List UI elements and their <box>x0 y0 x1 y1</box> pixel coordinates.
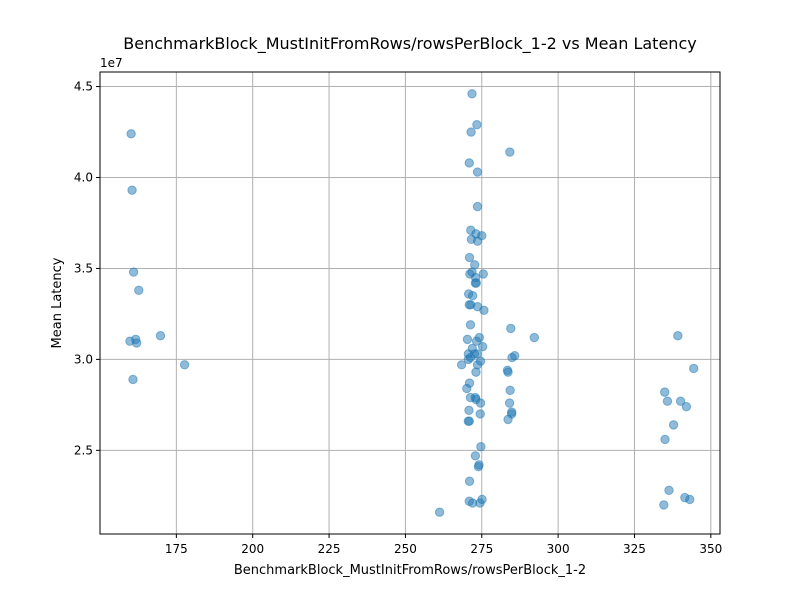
data-point <box>464 416 474 426</box>
data-point <box>660 434 670 445</box>
data-point <box>681 401 692 412</box>
data-point <box>529 332 540 343</box>
data-point <box>664 485 674 496</box>
y-axis-offset-label: 1e7 <box>100 56 123 70</box>
data-point <box>134 285 144 295</box>
data-point <box>507 352 517 363</box>
data-point <box>504 398 515 408</box>
data-point <box>505 147 515 157</box>
data-point <box>675 396 686 406</box>
data-point <box>685 494 695 505</box>
data-point <box>126 129 136 139</box>
x-axis-ticks: 175 200 225 250 275 300 325 350 <box>165 534 722 556</box>
data-point <box>434 507 445 517</box>
x-tick-label: 325 <box>623 542 646 556</box>
data-point <box>478 269 489 279</box>
data-point <box>179 360 190 370</box>
data-point <box>475 398 486 408</box>
x-tick-label: 275 <box>470 542 493 556</box>
data-point <box>462 383 472 394</box>
data-point <box>467 89 477 99</box>
y-axis-ticks: 2.5 3.0 3.5 4.0 4.5 <box>74 80 100 457</box>
data-point <box>476 441 486 452</box>
data-point <box>472 201 483 212</box>
data-point <box>473 462 484 472</box>
x-tick-label: 175 <box>165 542 188 556</box>
data-point <box>155 331 166 341</box>
y-tick-label: 4.5 <box>74 80 93 94</box>
data-point <box>464 476 475 486</box>
data-point <box>464 158 474 168</box>
x-tick-label: 200 <box>241 542 264 556</box>
data-point <box>506 323 516 334</box>
x-tick-label: 225 <box>318 542 341 556</box>
data-point <box>128 267 139 277</box>
data-point <box>660 387 670 397</box>
data-point <box>673 331 683 341</box>
y-tick-label: 3.0 <box>74 352 93 366</box>
data-point <box>464 252 475 263</box>
data-point <box>471 367 481 377</box>
y-axis-label: Mean Latency <box>50 257 65 348</box>
data-point <box>659 500 669 510</box>
data-point <box>465 320 476 330</box>
data-point <box>456 360 467 370</box>
data-point <box>470 451 481 461</box>
x-axis-label: BenchmarkBlock_MustInitFromRows/rowsPerB… <box>234 563 586 578</box>
data-point <box>466 127 476 137</box>
data-point <box>668 420 679 430</box>
data-point <box>505 385 515 396</box>
data-point <box>128 374 138 385</box>
data-point <box>689 363 699 374</box>
data-point <box>127 185 137 195</box>
data-point <box>472 236 483 246</box>
data-point <box>470 278 481 288</box>
y-tick-label: 4.0 <box>74 170 93 184</box>
data-point <box>503 414 513 425</box>
data-point <box>472 120 482 130</box>
data-point <box>503 367 513 377</box>
data-point <box>464 405 474 416</box>
chart-title: BenchmarkBlock_MustInitFromRows/rowsPerB… <box>123 34 696 54</box>
y-tick-label: 2.5 <box>74 443 93 457</box>
data-point <box>472 167 483 177</box>
data-point <box>477 341 488 352</box>
data-point <box>475 409 485 419</box>
data-point <box>462 334 473 345</box>
data-point <box>662 396 673 406</box>
plot-frame <box>99 71 721 535</box>
data-point <box>471 336 482 346</box>
grid <box>100 72 720 534</box>
data-point <box>475 498 485 508</box>
y-tick-label: 3.5 <box>74 261 93 275</box>
data-point <box>463 354 474 365</box>
x-tick-label: 250 <box>394 542 417 556</box>
data-points <box>125 89 699 517</box>
data-point <box>479 305 489 315</box>
x-tick-label: 350 <box>699 542 722 556</box>
x-tick-label: 300 <box>547 542 570 556</box>
data-point <box>131 338 142 348</box>
data-point <box>467 291 478 301</box>
